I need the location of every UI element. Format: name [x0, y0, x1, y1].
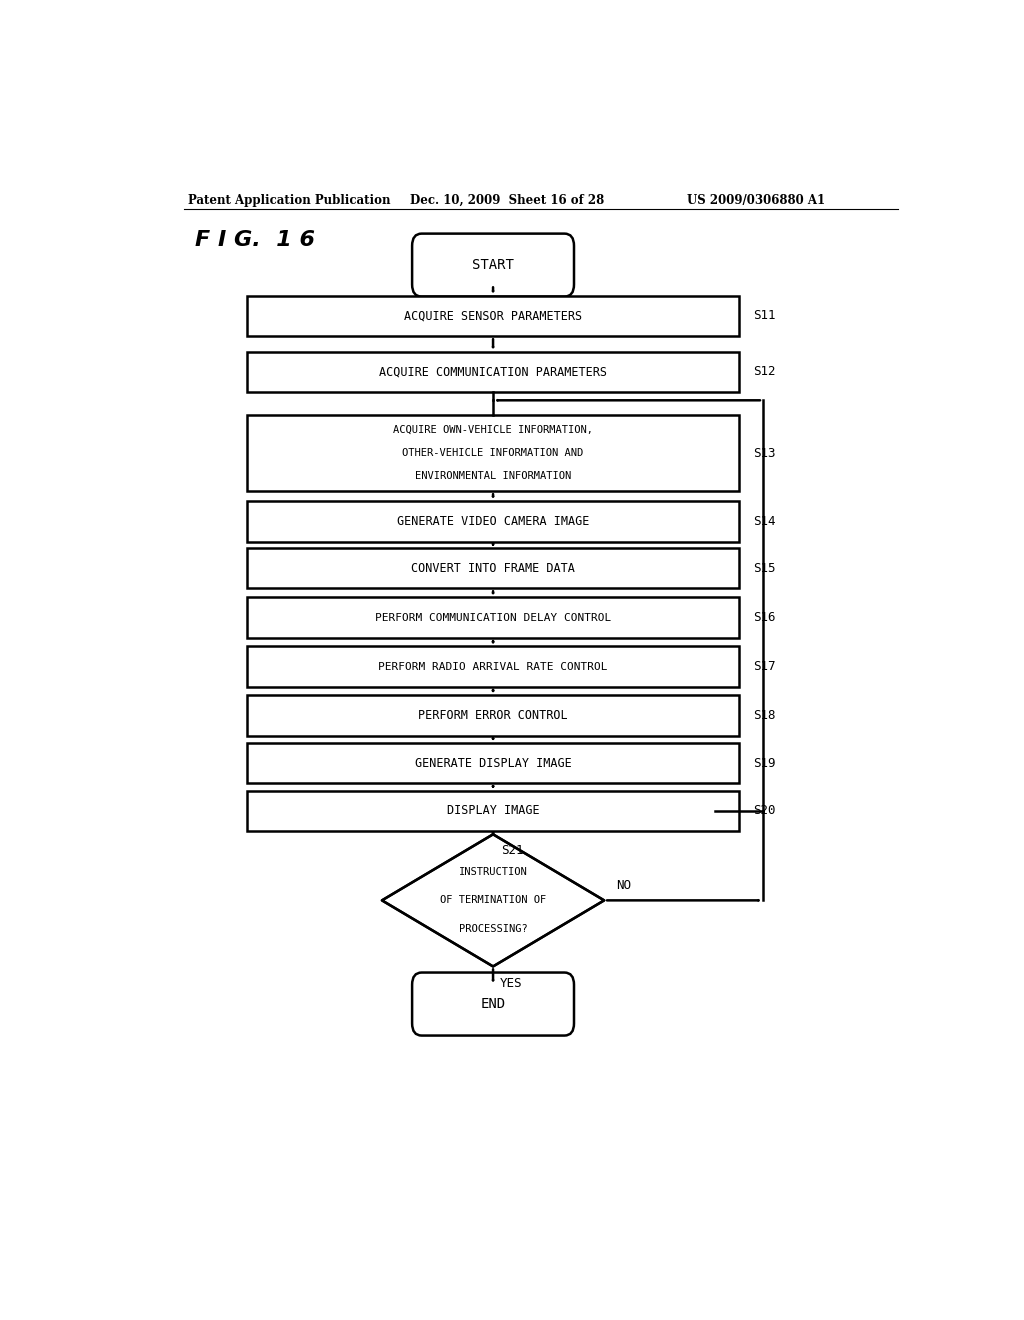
- FancyBboxPatch shape: [412, 234, 574, 297]
- Text: YES: YES: [500, 977, 522, 990]
- Text: START: START: [472, 259, 514, 272]
- Polygon shape: [382, 834, 604, 966]
- Text: S19: S19: [754, 756, 776, 770]
- Text: ACQUIRE OWN-VEHICLE INFORMATION,: ACQUIRE OWN-VEHICLE INFORMATION,: [393, 425, 593, 436]
- Text: PERFORM RADIO ARRIVAL RATE CONTROL: PERFORM RADIO ARRIVAL RATE CONTROL: [378, 661, 608, 672]
- Bar: [247, 414, 739, 491]
- FancyBboxPatch shape: [412, 973, 574, 1036]
- Bar: [247, 647, 739, 686]
- Text: S12: S12: [754, 366, 776, 379]
- Text: DISPLAY IMAGE: DISPLAY IMAGE: [446, 804, 540, 817]
- Text: S21: S21: [501, 845, 523, 858]
- Text: S11: S11: [754, 309, 776, 322]
- Bar: [247, 696, 739, 735]
- Text: ENVIRONMENTAL INFORMATION: ENVIRONMENTAL INFORMATION: [415, 471, 571, 482]
- Text: Dec. 10, 2009  Sheet 16 of 28: Dec. 10, 2009 Sheet 16 of 28: [410, 194, 604, 207]
- Text: ACQUIRE COMMUNICATION PARAMETERS: ACQUIRE COMMUNICATION PARAMETERS: [379, 366, 607, 379]
- Bar: [247, 500, 739, 541]
- Text: PROCESSING?: PROCESSING?: [459, 924, 527, 933]
- Text: S15: S15: [754, 561, 776, 574]
- Bar: [247, 296, 739, 337]
- Bar: [247, 548, 739, 589]
- Bar: [247, 743, 739, 784]
- Text: CONVERT INTO FRAME DATA: CONVERT INTO FRAME DATA: [411, 561, 575, 574]
- Text: GENERATE VIDEO CAMERA IMAGE: GENERATE VIDEO CAMERA IMAGE: [397, 515, 589, 528]
- Text: NO: NO: [616, 879, 631, 892]
- Text: OF TERMINATION OF: OF TERMINATION OF: [440, 895, 546, 906]
- Text: PERFORM ERROR CONTROL: PERFORM ERROR CONTROL: [418, 709, 568, 722]
- Text: Patent Application Publication: Patent Application Publication: [187, 194, 390, 207]
- Text: OTHER-VEHICLE INFORMATION AND: OTHER-VEHICLE INFORMATION AND: [402, 449, 584, 458]
- Text: S18: S18: [754, 709, 776, 722]
- Text: END: END: [480, 997, 506, 1011]
- Text: S17: S17: [754, 660, 776, 673]
- Text: US 2009/0306880 A1: US 2009/0306880 A1: [687, 194, 825, 207]
- Text: F I G.  1 6: F I G. 1 6: [196, 230, 315, 249]
- Bar: [247, 351, 739, 392]
- Text: INSTRUCTION: INSTRUCTION: [459, 867, 527, 876]
- Text: ACQUIRE SENSOR PARAMETERS: ACQUIRE SENSOR PARAMETERS: [404, 309, 582, 322]
- Text: GENERATE DISPLAY IMAGE: GENERATE DISPLAY IMAGE: [415, 756, 571, 770]
- Text: S13: S13: [754, 446, 776, 459]
- Bar: [247, 791, 739, 832]
- Bar: [247, 598, 739, 638]
- Text: S20: S20: [754, 804, 776, 817]
- Text: S16: S16: [754, 611, 776, 624]
- Text: PERFORM COMMUNICATION DELAY CONTROL: PERFORM COMMUNICATION DELAY CONTROL: [375, 612, 611, 623]
- Text: S14: S14: [754, 515, 776, 528]
